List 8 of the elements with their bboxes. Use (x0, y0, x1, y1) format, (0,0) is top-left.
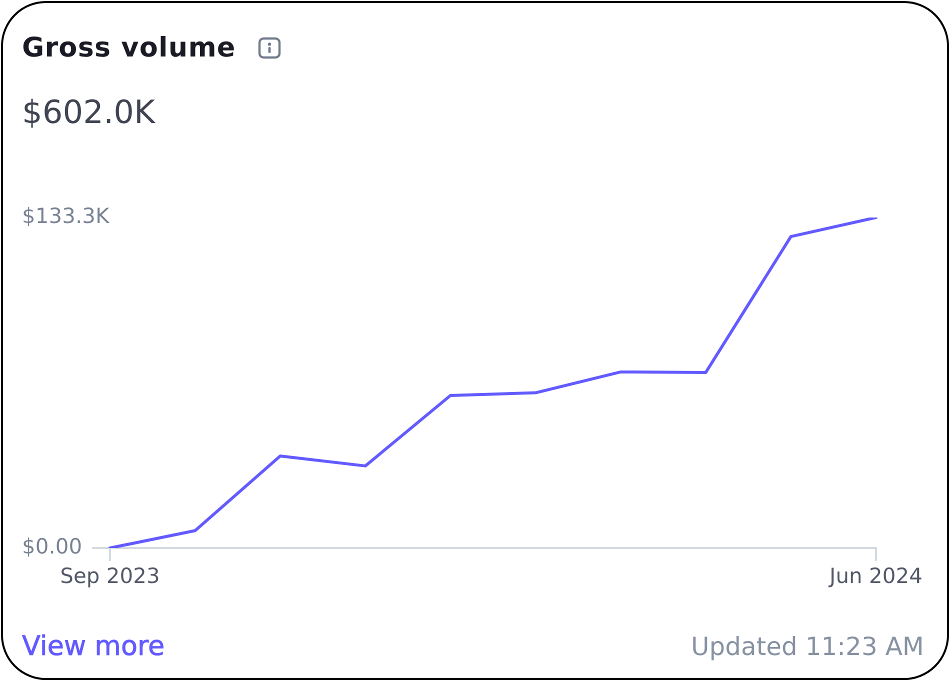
y-tick-label: $133.3K (22, 204, 110, 228)
chart-subtitle: $602.0K (22, 92, 155, 132)
x-tick-label: Jun 2024 (828, 564, 922, 588)
text: Updated 11:23 AM (690, 631, 924, 663)
text: View more (22, 630, 165, 664)
chart-title: Gross volume (22, 32, 236, 64)
y-tick-label: $0.00 (22, 534, 82, 558)
x-tick-label: Sep 2023 (60, 564, 160, 588)
